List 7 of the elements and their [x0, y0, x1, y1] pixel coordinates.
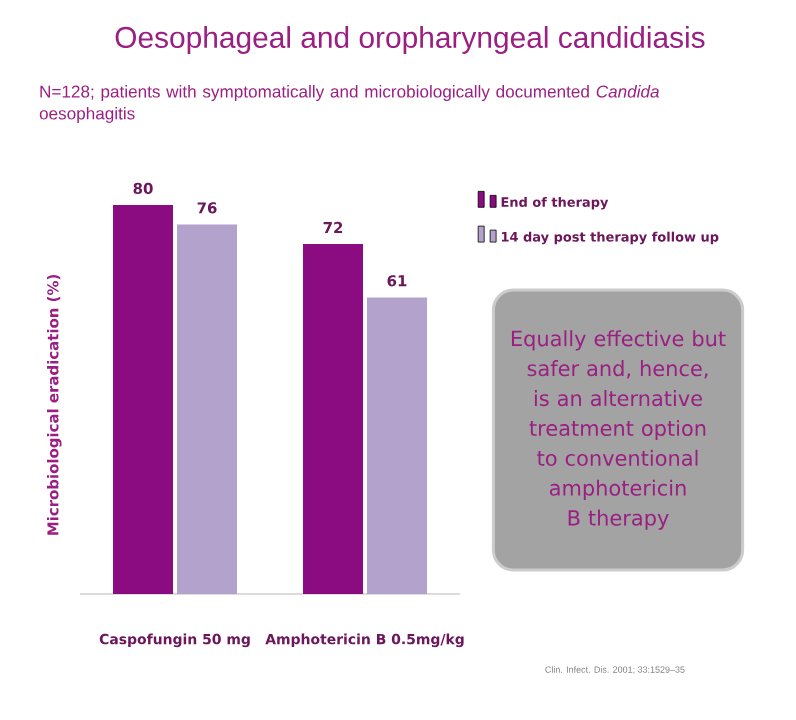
- bar: [176, 224, 237, 594]
- bar: [366, 297, 427, 594]
- bar: [303, 243, 364, 594]
- text: N=128; patients with symptomatically and microbiologically documented Candida oesophagitis: [39, 85, 659, 123]
- text: Equally effective but safer and, hence, is an alternative treatment option to conventional amphotericin B therapy: [511, 330, 726, 530]
- bar: [113, 205, 174, 594]
- chart-title: Oesophageal and oropharyngeal candidiasis: [115, 26, 705, 54]
